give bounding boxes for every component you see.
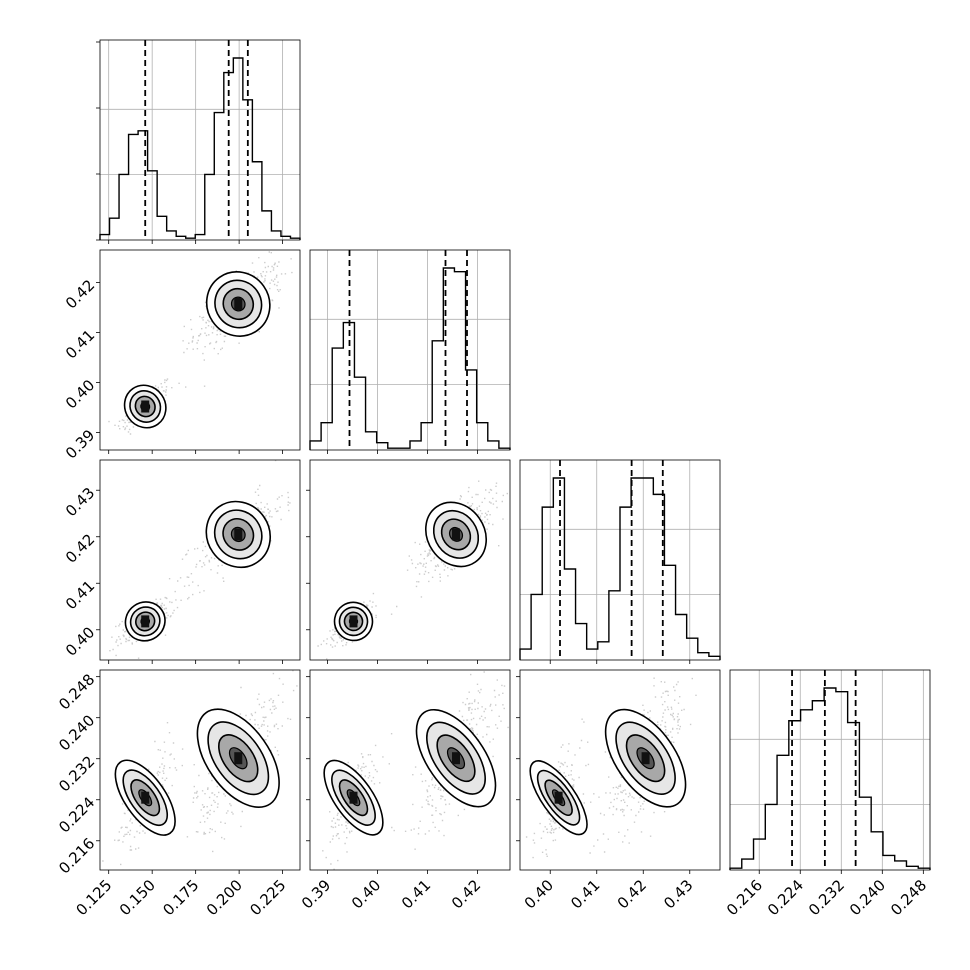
scatter-panel-4-3 xyxy=(516,669,721,874)
panel-frame xyxy=(99,669,301,871)
x-tick-label: 0.40 xyxy=(521,876,557,912)
scatter-panel-2-1: 0.39 0.40 0.41 0.42 xyxy=(62,249,301,462)
density-peak xyxy=(641,752,650,765)
y-tick-label: 0.42 xyxy=(62,530,98,566)
panel-frame xyxy=(309,249,511,451)
x-tick-label: 0.150 xyxy=(116,876,159,919)
x-tick-label: 0.41 xyxy=(398,876,434,912)
density-peak xyxy=(452,752,460,765)
scatter-panel-3-1: 0.40 0.41 0.42 0.43 xyxy=(62,459,301,664)
x-tick-label: 0.42 xyxy=(614,876,650,912)
y-tick-label: 0.39 xyxy=(62,426,98,462)
y-tick-label: 0.40 xyxy=(62,623,98,659)
x-tick-label: 0.200 xyxy=(203,876,246,919)
y-tick-label: 0.224 xyxy=(55,793,98,836)
density-peak xyxy=(349,615,358,628)
density-peak xyxy=(234,298,243,310)
panel-frame xyxy=(519,459,721,661)
panel-frame xyxy=(729,669,931,871)
histogram-step-line xyxy=(519,477,721,660)
panel-content xyxy=(108,251,293,435)
y-tick-label: 0.40 xyxy=(62,376,98,412)
x-tick-label: 0.42 xyxy=(448,876,484,912)
x-tick-label: 0.41 xyxy=(567,876,603,912)
density-peak xyxy=(141,400,150,413)
y-tick-label: 0.216 xyxy=(55,834,98,877)
x-tick-label: 0.175 xyxy=(159,876,202,919)
x-tick-label: 0.232 xyxy=(805,876,848,919)
histogram-panel-1 xyxy=(96,39,301,244)
panel-frame xyxy=(309,459,511,661)
x-tick-label: 0.39 xyxy=(298,876,334,912)
x-tick-label: 0.40 xyxy=(348,876,384,912)
x-tick-label: 0.125 xyxy=(72,876,115,919)
panel-background xyxy=(100,40,300,240)
x-tick-label: 0.248 xyxy=(887,876,930,919)
x-tick-label: 0.225 xyxy=(246,876,289,919)
density-peak xyxy=(234,752,243,765)
density-peak xyxy=(554,791,563,804)
y-tick-label: 0.240 xyxy=(55,711,98,754)
scatter-points xyxy=(525,677,697,859)
histogram-step-line xyxy=(309,267,511,450)
panel-frame xyxy=(309,669,511,871)
panel-background xyxy=(730,670,930,870)
density-peak xyxy=(141,791,150,804)
density-peak xyxy=(452,528,460,541)
panel-frame xyxy=(99,459,301,661)
y-tick-label: 0.43 xyxy=(62,484,98,520)
x-tick-label: 0.216 xyxy=(723,876,766,919)
panel-background xyxy=(310,250,510,450)
x-tick-label: 0.43 xyxy=(660,876,696,912)
density-peak xyxy=(349,791,358,804)
panel-frame xyxy=(519,669,721,871)
y-tick-label: 0.248 xyxy=(55,670,98,713)
panel-content xyxy=(109,460,291,659)
panel-content xyxy=(525,677,697,859)
x-tick-label: 0.224 xyxy=(764,876,807,919)
y-tick-label: 0.42 xyxy=(62,276,98,312)
density-peak xyxy=(141,615,150,628)
panel-content xyxy=(322,671,509,870)
scatter-panel-4-2 xyxy=(306,669,511,874)
panel-content xyxy=(102,670,298,870)
histogram-step-line xyxy=(729,687,931,870)
histogram-step-line xyxy=(99,57,301,240)
panel-frame xyxy=(99,39,301,241)
density-peak xyxy=(234,528,243,541)
y-tick-label: 0.41 xyxy=(62,326,98,362)
scatter-panel-3-2 xyxy=(306,459,511,664)
histogram-panel-3 xyxy=(519,459,721,664)
y-tick-label: 0.232 xyxy=(55,752,98,795)
panel-frame xyxy=(99,249,301,451)
histogram-panel-4 xyxy=(729,669,931,874)
y-tick-label: 0.41 xyxy=(62,577,98,613)
x-tick-label: 0.240 xyxy=(846,876,889,919)
histogram-panel-2 xyxy=(309,249,511,454)
panel-content xyxy=(317,480,508,660)
